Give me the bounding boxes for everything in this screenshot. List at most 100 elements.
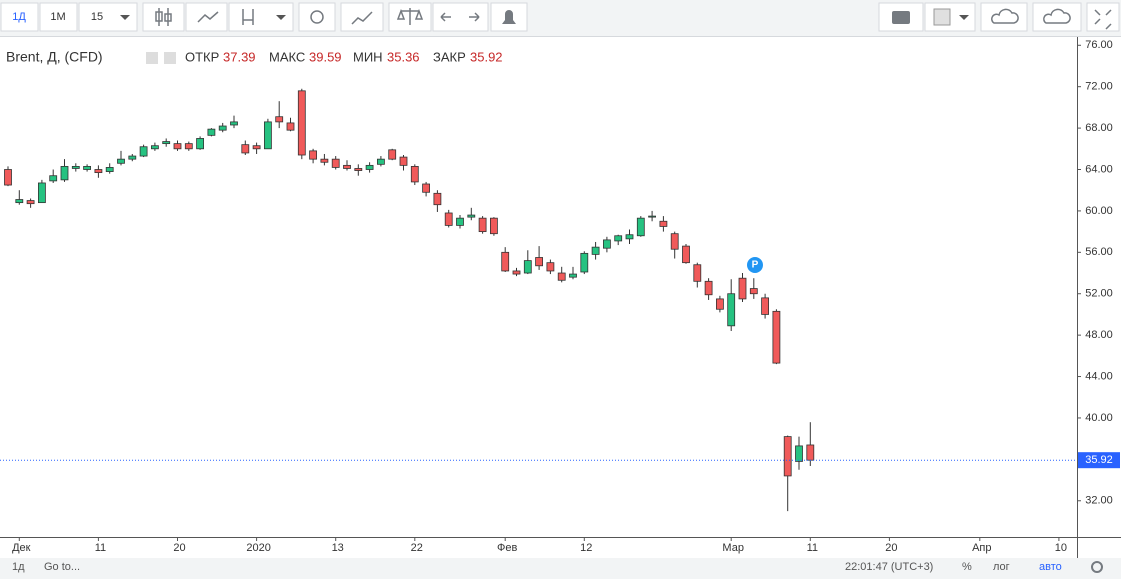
btn-load[interactable] [980,2,1028,32]
low-label: МИН [353,49,383,64]
plot: 32.0036.0040.0044.0048.0052.0056.0060.00… [0,39,1120,554]
candle-body [727,293,736,327]
candle-body [173,143,182,150]
event-marker[interactable] [747,257,763,273]
candle-body [309,150,318,160]
legend: Brent, Д, (CFD) ОТКР 37.39 МАКС 39.59 МИ… [6,49,503,65]
btn-minutes[interactable] [78,2,138,32]
y-tick-label: 40.00 [1085,412,1113,424]
dropdown-icon [120,15,130,20]
y-tick-label: 52.00 [1085,288,1113,300]
goto[interactable]: Go to... [44,561,80,573]
candle-body [670,233,679,250]
candle-body [343,164,351,169]
candle-body [388,149,397,160]
close-label: ЗАКР [433,49,466,64]
candle-body [117,158,125,164]
candle-body [795,445,803,462]
candle-body [49,175,58,182]
open-value: 37.39 [223,49,256,64]
high-label: МАКС [269,49,305,64]
x-tick-label: 10 [1055,542,1067,554]
candle-body [230,121,238,126]
candle-body [738,277,747,300]
candle-body [354,168,363,171]
open-label: ОТКР [185,49,219,64]
btn-fullscreen[interactable] [1086,2,1120,32]
toolbar-buttons: 1Д 1М 15 [0,2,1120,32]
event-marker-label[interactable]: P [752,260,759,271]
candle-body [196,138,205,150]
y-tick-label: 72.00 [1085,81,1113,93]
candle-body [263,121,272,150]
btn-interval[interactable] [0,2,39,32]
btn-candles[interactable] [142,2,185,32]
candle-body [636,217,645,237]
dropdown-icon [959,15,969,20]
x-tick-label: 20 [885,542,897,554]
candle-body [489,217,498,235]
candle-body [297,90,306,156]
gear-icon [310,10,324,24]
y-tick-label: 76.00 [1085,39,1113,51]
candle-body [422,183,431,193]
btn-range[interactable] [39,2,78,32]
candle-body [659,220,668,227]
bars-icon [242,9,254,25]
cloud-up [1043,8,1071,24]
candle-body [704,280,713,296]
auto-toggle[interactable]: авто [1039,561,1062,573]
candle-body [523,260,532,274]
y-tick-label: 68.00 [1085,122,1113,134]
candle-body [625,234,634,240]
btn-alert[interactable] [490,2,528,32]
candle-body [331,158,340,168]
fullscreen-icon [1094,9,1112,30]
x-tick-label: 11 [807,542,818,554]
y-tick-label: 56.00 [1085,246,1113,258]
alert-icon [502,10,516,24]
candle-body [648,215,656,218]
candle-body [410,165,419,183]
candle-body [478,217,487,233]
candle-body [761,297,769,315]
candle-body [162,141,171,145]
y-tick-label: 64.00 [1085,163,1113,175]
candle-body [150,145,159,150]
scale-icon [396,8,424,25]
minutes[interactable]: 15 [91,11,103,23]
candle-body [693,264,702,282]
x-tick-label: Фев [497,542,517,554]
y-tick-label: 32.00 [1085,495,1113,507]
candle-body [512,270,521,275]
axis-settings[interactable] [1091,561,1103,573]
candle-body [772,310,781,364]
btn-settings[interactable] [298,2,336,32]
high-value: 39.59 [309,49,342,64]
candle-body [444,212,453,226]
eye-icon [146,52,158,64]
range[interactable]: 1М [50,11,65,23]
x-tick-label: 20 [173,542,185,554]
candle-body [184,143,193,150]
candle-body [252,145,261,150]
btn-chart[interactable] [340,2,384,32]
candle-body [38,182,46,204]
x-tick-label: 11 [95,542,106,554]
btn-save[interactable] [1032,2,1082,32]
candle-body [591,246,600,255]
last-price-label: 35.92 [1085,454,1113,466]
bottom-interval[interactable]: 1д [12,561,25,573]
candle-body [569,273,577,278]
candle-body [94,169,103,174]
log-toggle[interactable]: лог [993,561,1010,573]
candle-body [218,125,227,131]
candle-body [716,298,724,310]
candle-body [546,262,555,272]
interval[interactable]: 1Д [12,11,26,23]
color-icon [933,8,951,26]
percent-toggle[interactable]: % [962,561,972,573]
candle-body [614,235,623,242]
candle-body [275,116,284,123]
